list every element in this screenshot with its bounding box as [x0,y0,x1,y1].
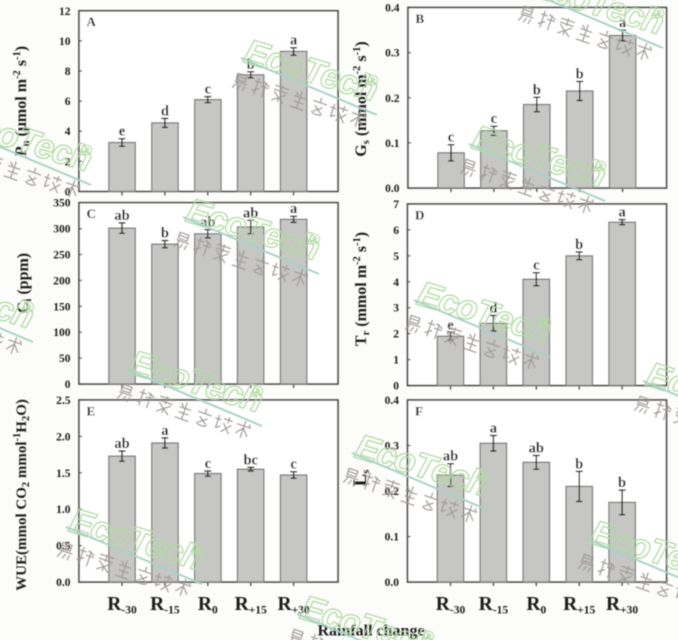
svg-text:b: b [161,226,169,242]
svg-text:250: 250 [53,250,71,262]
svg-text:B: B [416,11,425,26]
svg-text:200: 200 [53,275,71,287]
svg-text:c: c [205,82,212,98]
svg-text:c: c [290,457,297,473]
svg-text:0: 0 [65,186,71,198]
svg-text:bc: bc [243,452,258,468]
svg-text:7: 7 [393,199,399,211]
svg-text:e: e [447,317,454,333]
svg-text:ab: ab [529,441,544,457]
svg-text:0.0: 0.0 [385,183,400,195]
svg-text:6: 6 [65,96,71,108]
svg-text:c: c [491,111,498,127]
svg-text:2.5: 2.5 [56,395,71,407]
svg-text:0.0: 0.0 [385,577,400,589]
svg-text:4: 4 [393,277,399,289]
svg-text:a: a [618,205,626,221]
svg-text:0.0: 0.0 [56,577,71,589]
svg-text:ab: ab [114,436,129,452]
svg-text:E: E [87,403,96,418]
svg-text:300: 300 [53,224,71,236]
svg-text:100: 100 [53,327,71,339]
svg-text:8: 8 [65,66,71,78]
svg-text:0.3: 0.3 [385,48,400,60]
svg-text:4: 4 [65,126,71,138]
svg-text:150: 150 [53,301,71,313]
svg-text:0.4: 0.4 [385,3,400,15]
svg-text:a: a [290,201,298,217]
svg-text:50: 50 [59,353,71,365]
svg-text:1: 1 [393,355,399,367]
svg-text:0.2: 0.2 [385,93,400,105]
svg-text:350: 350 [53,198,71,210]
svg-text:6: 6 [393,225,399,237]
svg-text:c: c [533,258,540,274]
svg-text:a: a [490,421,498,437]
svg-text:12: 12 [59,6,71,18]
svg-text:b: b [533,82,541,98]
svg-text:C: C [87,206,96,221]
svg-text:d: d [161,103,169,119]
svg-text:A: A [87,14,97,29]
svg-text:e: e [119,124,126,140]
svg-text:0: 0 [393,381,399,393]
svg-text:10: 10 [59,36,71,48]
svg-text:2.0: 2.0 [56,431,71,443]
svg-text:b: b [575,237,583,253]
svg-text:c: c [448,130,455,146]
svg-text:b: b [576,67,584,83]
svg-text:Tr (mmol m-2 s-1): Tr (mmol m-2 s-1) [352,232,372,346]
svg-text:a: a [161,423,169,439]
svg-text:c: c [205,456,212,472]
svg-text:b: b [575,456,583,472]
svg-text:ab: ab [114,208,129,224]
svg-text:b: b [618,475,626,491]
svg-text:2: 2 [393,329,399,341]
svg-text:a: a [290,33,298,49]
svg-text:1.5: 1.5 [56,468,71,480]
svg-text:0.1: 0.1 [385,532,400,544]
svg-text:0: 0 [65,379,71,391]
svg-text:0.4: 0.4 [385,395,400,407]
svg-text:0.1: 0.1 [385,138,400,150]
svg-text:3: 3 [393,303,399,315]
svg-text:D: D [415,207,424,222]
svg-text:F: F [415,403,423,418]
svg-text:5: 5 [393,251,399,263]
svg-text:WUE(mmol CO2 mmol-1H2O): WUE(mmol CO2 mmol-1H2O) [12,399,32,591]
svg-text:1.0: 1.0 [56,504,71,516]
